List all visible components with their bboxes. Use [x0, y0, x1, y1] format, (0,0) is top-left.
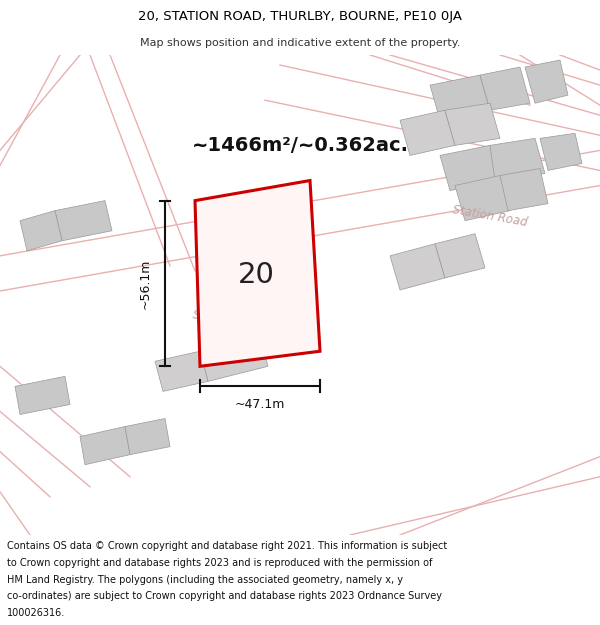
Polygon shape: [500, 169, 548, 211]
Text: Contains OS data © Crown copyright and database right 2021. This information is : Contains OS data © Crown copyright and d…: [7, 541, 448, 551]
Text: Station Road: Station Road: [452, 202, 529, 229]
Text: to Crown copyright and database rights 2023 and is reproduced with the permissio: to Crown copyright and database rights 2…: [7, 558, 433, 568]
Polygon shape: [195, 181, 320, 366]
Text: 100026316.: 100026316.: [7, 608, 65, 618]
Text: ~56.1m: ~56.1m: [139, 258, 151, 309]
Polygon shape: [155, 351, 208, 391]
Polygon shape: [540, 133, 582, 171]
Polygon shape: [525, 60, 568, 103]
Text: 20: 20: [238, 261, 275, 289]
Text: ~47.1m: ~47.1m: [235, 398, 285, 411]
Polygon shape: [55, 201, 112, 241]
Polygon shape: [200, 336, 268, 381]
Polygon shape: [20, 211, 62, 251]
Polygon shape: [390, 244, 445, 290]
Polygon shape: [125, 419, 170, 454]
Text: Map shows position and indicative extent of the property.: Map shows position and indicative extent…: [140, 38, 460, 48]
Polygon shape: [430, 75, 490, 120]
Text: Station Road: Station Road: [191, 308, 268, 334]
Text: 20, STATION ROAD, THURLBY, BOURNE, PE10 0JA: 20, STATION ROAD, THURLBY, BOURNE, PE10 …: [138, 10, 462, 23]
Polygon shape: [15, 376, 70, 414]
Polygon shape: [445, 103, 500, 146]
Polygon shape: [80, 426, 130, 465]
Polygon shape: [490, 138, 545, 181]
Polygon shape: [435, 234, 485, 278]
Text: HM Land Registry. The polygons (including the associated geometry, namely x, y: HM Land Registry. The polygons (includin…: [7, 574, 403, 584]
Polygon shape: [480, 67, 530, 110]
Text: co-ordinates) are subject to Crown copyright and database rights 2023 Ordnance S: co-ordinates) are subject to Crown copyr…: [7, 591, 442, 601]
Polygon shape: [455, 176, 510, 221]
Polygon shape: [400, 110, 455, 156]
Text: ~1466m²/~0.362ac.: ~1466m²/~0.362ac.: [191, 136, 409, 155]
Polygon shape: [440, 146, 500, 191]
